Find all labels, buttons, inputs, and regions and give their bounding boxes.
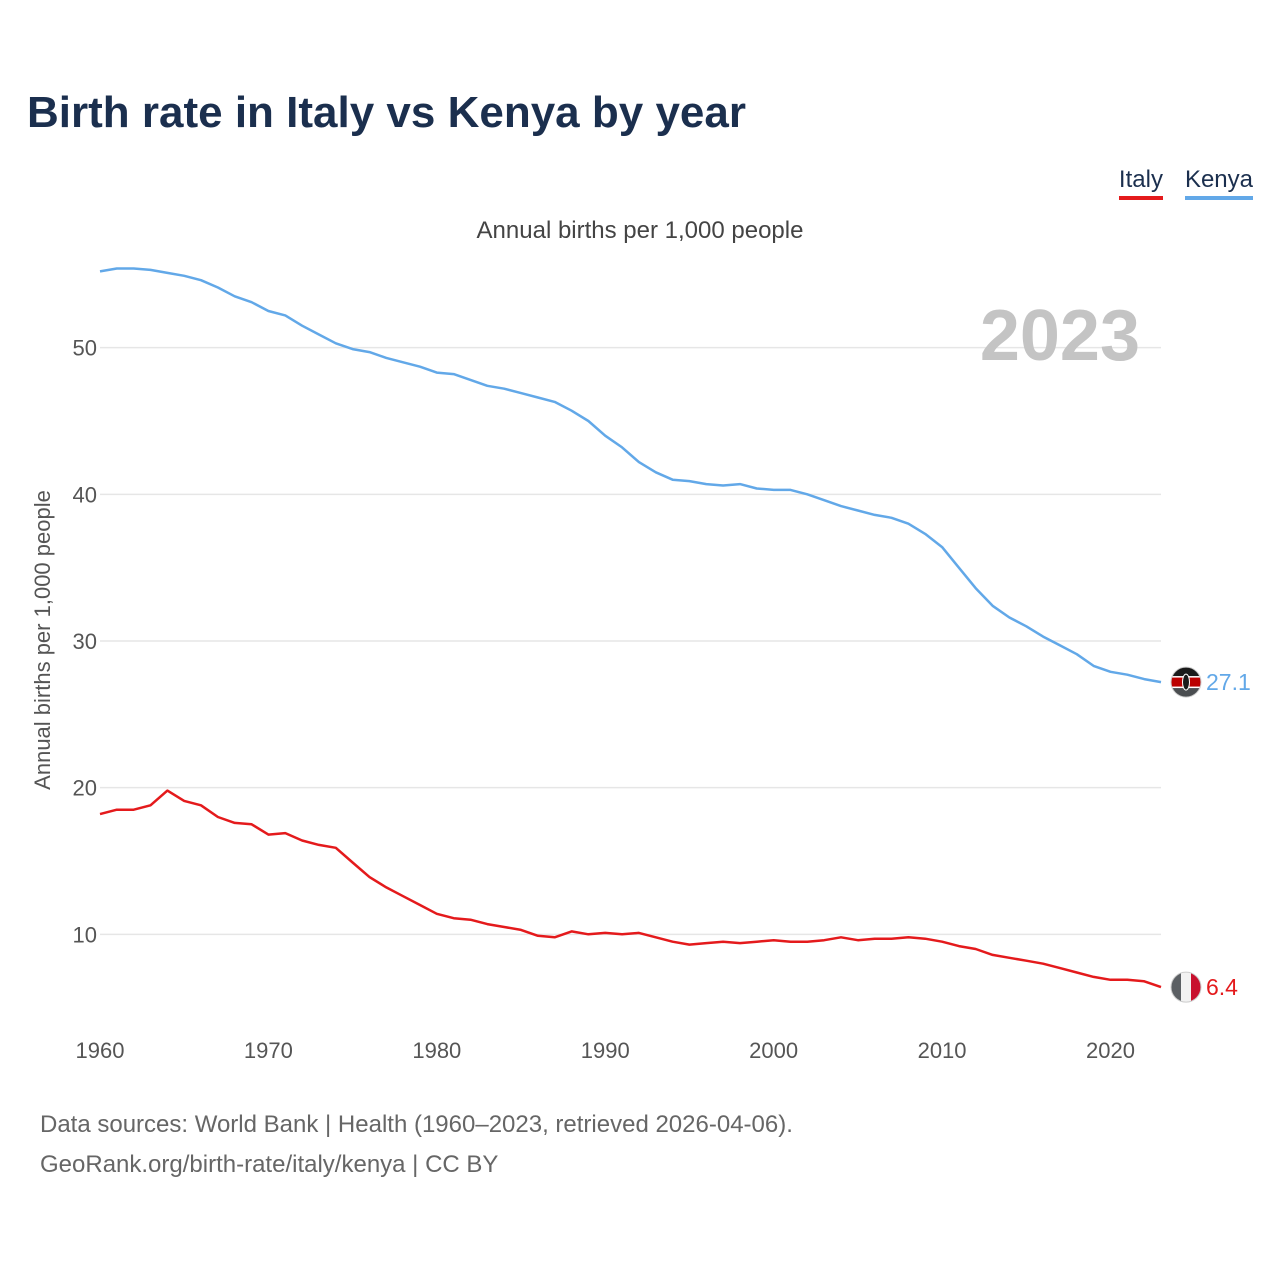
legend-italy[interactable]: Italy — [1118, 166, 1163, 200]
source-url[interactable]: GeoRank.org/birth-rate/italy/kenya | CC … — [40, 1151, 499, 1178]
footer: Data sources: World Bank | Health (1960–… — [40, 1105, 793, 1185]
y-axis-label: Annual births per 1,000 people — [30, 490, 55, 790]
x-tick-label-1970: 1970 — [244, 1038, 293, 1063]
x-tick-label-2000: 2000 — [749, 1038, 798, 1063]
x-tick-label-1980: 1980 — [412, 1038, 461, 1063]
x-tick-label-1990: 1990 — [581, 1038, 630, 1063]
series-line-italy[interactable] — [99, 789, 1162, 989]
gridlines — [100, 346, 1161, 936]
y-tick-label-20: 20 — [73, 776, 97, 801]
x-tick-label-1960: 1960 — [76, 1038, 125, 1063]
y-tick-label-50: 50 — [73, 336, 97, 361]
x-tick-label-2020: 2020 — [1086, 1038, 1135, 1063]
series-line-kenya[interactable] — [99, 267, 1162, 684]
axis-ticks: 10 20 30 40 50 1960 1970 1980 1990 2000 2010 2020 — [73, 336, 1135, 1063]
y-tick-label-10: 10 — [73, 922, 97, 947]
legend-kenya[interactable]: Kenya — [1184, 166, 1253, 200]
kenya-flag-icon — [1170, 666, 1202, 698]
x-tick-label-2010: 2010 — [918, 1038, 967, 1063]
italy-flag-icon — [1170, 971, 1202, 1003]
series-lines — [99, 267, 1162, 989]
end-markers: 27.1 6.4 — [1170, 666, 1251, 1003]
legend: Italy Kenya — [1118, 166, 1253, 200]
chart-subtitle: Annual births per 1,000 people — [476, 217, 804, 244]
italy-end-value: 6.4 — [1206, 974, 1238, 1000]
y-tick-label-40: 40 — [73, 482, 97, 507]
chart-title: Birth rate in Italy vs Kenya by year — [27, 88, 746, 137]
kenya-end-value: 27.1 — [1206, 669, 1251, 695]
current-year-label: 2023 — [980, 296, 1140, 376]
line-chart: 10 20 30 40 50 1960 1970 1980 1990 2000 2010 2020 2… — [30, 267, 1251, 1063]
y-tick-label-30: 30 — [73, 629, 97, 654]
source-note: Data sources: World Bank | Health (1960–… — [40, 1111, 793, 1138]
